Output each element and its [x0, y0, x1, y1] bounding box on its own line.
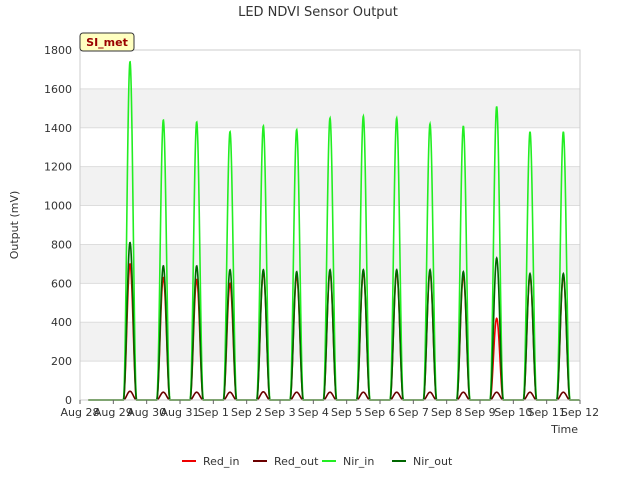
- x-tick-label: Sep 6: [364, 406, 395, 419]
- x-tick-label: Aug 31: [161, 406, 200, 419]
- x-tick-label: Sep 4: [298, 406, 329, 419]
- x-tick-label: Sep 12: [561, 406, 599, 419]
- x-tick-label: Sep 9: [464, 406, 495, 419]
- x-axis-label: Time: [550, 423, 578, 436]
- legend-label: Nir_out: [413, 455, 453, 468]
- x-tick-label: Aug 28: [61, 406, 100, 419]
- y-tick-label: 0: [65, 394, 72, 407]
- grid-band: [80, 244, 580, 284]
- grid-band: [80, 322, 580, 362]
- legend: Red_in Red_out Nir_in Nir_out: [182, 455, 453, 468]
- y-tick-label: 1000: [44, 200, 72, 213]
- x-tick-label: Sep 5: [331, 406, 362, 419]
- y-tick-label: 1800: [44, 44, 72, 57]
- y-tick-label: 200: [51, 355, 72, 368]
- legend-label: Nir_in: [343, 455, 374, 468]
- x-tick-label: Sep 8: [431, 406, 462, 419]
- x-tick-label: Sep 1: [198, 406, 229, 419]
- y-tick-label: 1200: [44, 161, 72, 174]
- y-tick-label: 400: [51, 316, 72, 329]
- y-tick-label: 600: [51, 277, 72, 290]
- legend-label: Red_out: [274, 455, 319, 468]
- x-tick-label: Aug 29: [94, 406, 133, 419]
- grid-band: [80, 166, 580, 206]
- station-badge: SI_met: [79, 32, 135, 52]
- chart-title: LED NDVI Sensor Output: [238, 5, 398, 20]
- x-tick-label: Sep 3: [264, 406, 295, 419]
- legend-label: Red_in: [203, 455, 239, 468]
- x-tick-label: Sep 2: [231, 406, 262, 419]
- x-tick-label: Aug 30: [127, 406, 166, 419]
- plot-border: [79, 49, 581, 401]
- y-tick-label: 1600: [44, 83, 72, 96]
- y-tick-label: 800: [51, 238, 72, 251]
- y-axis-ticks: 0 200 400 600 800 1000 1200 1400 1600 1800: [44, 44, 72, 407]
- x-tick-label: Sep 11: [528, 406, 566, 419]
- station-label: SI_met: [86, 36, 128, 49]
- x-tick-label: Sep 10: [494, 406, 532, 419]
- plot-area: [79, 49, 581, 401]
- y-tick-label: 1400: [44, 122, 72, 135]
- x-tick-label: Sep 7: [398, 406, 429, 419]
- y-axis-label: Output (mV): [8, 191, 21, 260]
